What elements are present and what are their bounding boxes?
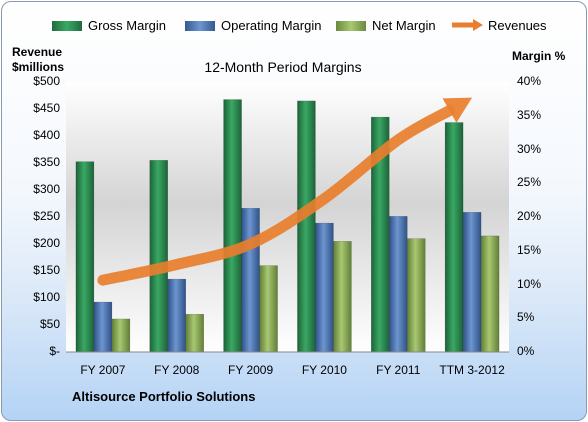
gross-margin-bar <box>223 99 242 353</box>
right-axis-tick-label: 5% <box>517 310 535 325</box>
revenues-line <box>97 105 455 286</box>
right-axis-title: Margin % <box>512 49 566 63</box>
left-axis-title-line2: $millions <box>12 60 65 74</box>
net-margin-bar <box>407 238 426 353</box>
left-axis-tick-label: $350 <box>33 155 60 169</box>
legend-swatch-operating-margin <box>185 21 215 31</box>
legend-label: Gross Margin <box>88 18 167 33</box>
left-axis-title: Revenue $millions <box>12 45 64 75</box>
net-margin-bar <box>480 235 500 353</box>
x-axis-category-label: FY 2011 <box>376 363 421 377</box>
left-axis-tick-label: $- <box>49 344 60 358</box>
x-axis-category-label: FY 2010 <box>301 363 347 377</box>
revenues-arrowhead <box>442 97 473 123</box>
right-axis-tick-label: 30% <box>517 141 542 156</box>
x-axis-category-label: TTM 3-2012 <box>439 363 505 377</box>
net-margin-bar <box>185 313 204 353</box>
operating-margin-bar <box>167 278 186 353</box>
gross-margin-bar <box>149 160 168 353</box>
net-margin-bar <box>259 265 278 353</box>
legend-swatch-gross-margin <box>52 21 82 31</box>
right-axis-tick-label: 0% <box>517 344 535 358</box>
gross-margin-bar <box>297 100 316 353</box>
right-axis-tick-label: 15% <box>517 242 542 257</box>
legend-arrow-icon <box>452 19 483 31</box>
gross-margin-bar <box>75 161 95 353</box>
right-axis-tick-label: 20% <box>517 209 542 223</box>
right-axis-tick-label: 40% <box>517 74 542 88</box>
operating-margin-bar <box>241 207 260 353</box>
left-axis-tick-label: $400 <box>33 128 60 142</box>
legend-label: Revenues <box>488 18 547 33</box>
legend: Gross Margin Operating Margin Net Margin… <box>0 14 588 34</box>
operating-margin-bar <box>93 301 113 353</box>
x-axis-category-label: FY 2007 <box>80 363 126 377</box>
right-axis-tick-label: 25% <box>517 175 542 190</box>
footer-company-name: Altisource Portfolio Solutions <box>72 389 256 404</box>
operating-margin-bar <box>315 222 334 353</box>
chart-title: 12-Month Period Margins <box>204 59 362 75</box>
legend-swatch-net-margin <box>336 21 366 31</box>
left-axis-tick-label: $50 <box>39 317 60 331</box>
net-margin-bar <box>333 241 352 353</box>
x-axis-category-label: FY 2009 <box>228 363 274 377</box>
legend-label: Operating Margin <box>221 18 322 33</box>
left-axis-tick-label: $250 <box>33 209 60 223</box>
legend-label: Net Margin <box>372 18 436 33</box>
left-axis-tick-label: $200 <box>33 236 60 250</box>
gross-margin-bar <box>444 122 464 353</box>
left-axis-tick-label: $500 <box>33 74 60 88</box>
x-axis-category-label: FY 2008 <box>154 363 200 377</box>
right-axis-tick-label: 10% <box>517 276 542 291</box>
net-margin-bar <box>111 318 131 353</box>
left-axis-tick-label: $300 <box>33 182 60 196</box>
left-axis-title-line1: Revenue <box>12 45 63 59</box>
left-axis-tick-label: $450 <box>33 101 60 115</box>
operating-margin-bar <box>462 212 482 353</box>
left-axis-tick-label: $150 <box>33 263 60 277</box>
right-axis-tick-label: 35% <box>517 107 542 122</box>
operating-margin-bar <box>389 216 408 353</box>
left-axis-tick-label: $100 <box>33 290 60 304</box>
